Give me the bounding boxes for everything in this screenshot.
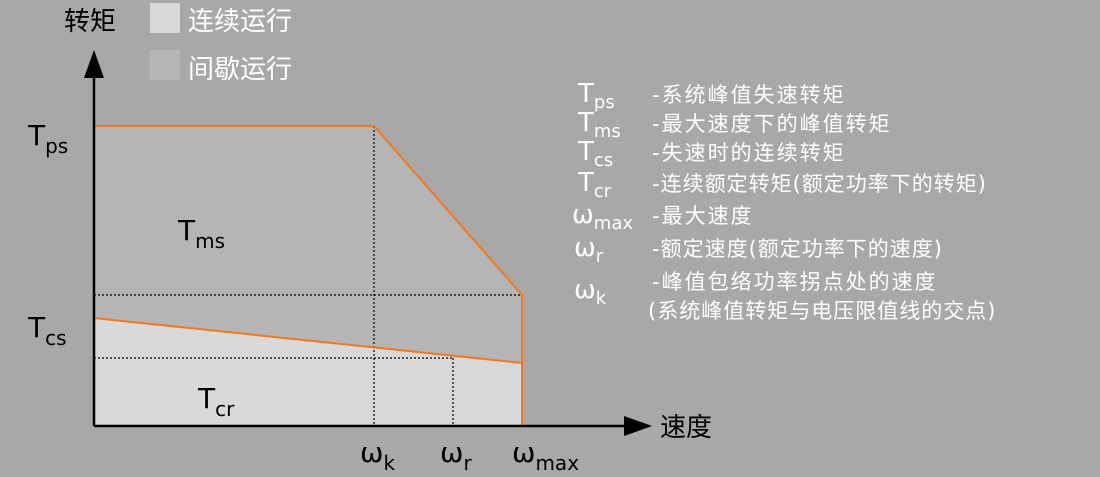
definition-symbol: ωk (574, 275, 607, 309)
definition-note: (系统峰值转矩与电压限值线的交点) (648, 299, 996, 323)
x-axis-label: 速度 (660, 413, 712, 443)
y-tick-tps: Tps (27, 119, 68, 158)
y-tick-tcs: Tcs (27, 311, 67, 350)
peak-torque-curve (94, 125, 523, 426)
x-tick-wmax: ωmax (512, 436, 579, 475)
definition-symbol: Tms (577, 108, 621, 142)
region-label-tms: Tms (177, 214, 225, 253)
definition-symbol: ωmax (572, 200, 633, 234)
legend-label-intermittent: 间歇运行 (188, 55, 292, 85)
definition-symbol: ωr (574, 233, 604, 267)
definition-text: -连续额定转矩(额定功率下的转矩) (652, 172, 987, 196)
definitions-list: Tps -系统峰值失速转矩 Tms -最大速度下的峰值转矩 Tcs -失速时的连… (572, 79, 996, 323)
legend-swatch-continuous (150, 3, 180, 33)
definition-text: -最大速度下的峰值转矩 (652, 112, 892, 136)
legend-label-continuous: 连续运行 (188, 7, 292, 37)
definition-text: -额定速度(额定功率下的速度) (652, 237, 943, 261)
y-axis-arrow (84, 50, 104, 78)
x-axis-arrow (624, 416, 652, 436)
definition-text: -失速时的连续转矩 (652, 141, 846, 165)
intermittent-region (94, 126, 522, 363)
continuous-torque-curve (93, 317, 523, 364)
definition-text: -峰值包络功率拐点处的速度 (652, 270, 938, 294)
definition-text: -最大速度 (652, 204, 754, 228)
definition-text: -系统峰值失速转矩 (652, 83, 846, 107)
region-label-tcr: Tcr (197, 382, 235, 421)
x-tick-wk: ωk (360, 436, 395, 475)
continuous-region (94, 318, 522, 426)
guide-lines (94, 126, 522, 426)
definition-symbol: Tcs (577, 137, 613, 171)
y-axis-label: 转矩 (64, 7, 116, 37)
legend-swatch-intermittent (150, 50, 180, 80)
definition-symbol: Tps (577, 79, 615, 113)
x-tick-wr: ωr (440, 436, 472, 475)
definition-symbol: Tcr (577, 168, 612, 202)
